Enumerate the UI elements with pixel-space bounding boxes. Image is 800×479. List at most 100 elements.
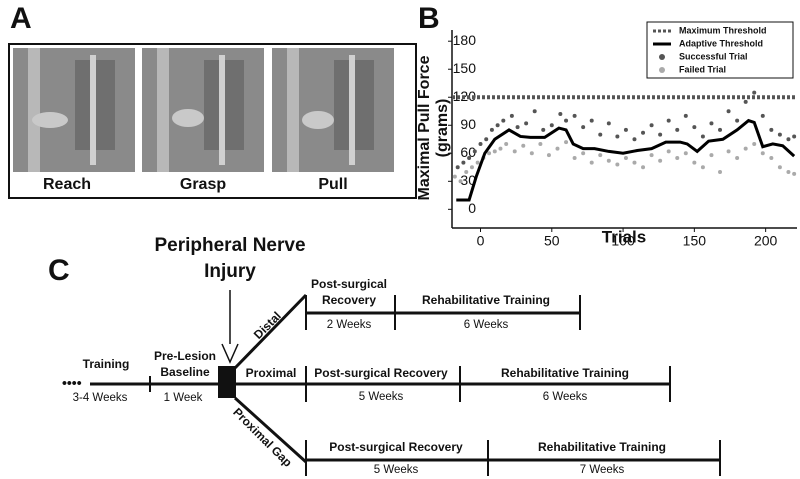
- trial-point: [700, 134, 705, 139]
- trial-point: [581, 125, 586, 130]
- x-tick-label: 100: [611, 233, 635, 249]
- phase-duration: 6 Weeks: [543, 391, 588, 403]
- legend-box: [646, 21, 794, 79]
- injury-label: Injury: [204, 261, 256, 282]
- trial-point: [683, 151, 688, 156]
- trial-point: [572, 155, 577, 160]
- trial-point: [464, 169, 469, 174]
- trial-point: [623, 127, 628, 132]
- x-axis-label: Trials: [602, 227, 646, 246]
- trial-point: [760, 151, 765, 156]
- panel-label: B: [418, 2, 440, 35]
- trial-point: [718, 169, 723, 174]
- trial-point: [777, 132, 782, 137]
- trial-point: [769, 127, 774, 132]
- trial-point: [461, 160, 466, 165]
- svg-text:••••: ••••: [62, 375, 82, 391]
- trial-point: [675, 155, 680, 160]
- trial-point: [658, 132, 663, 137]
- frame-label: Pull: [318, 176, 347, 193]
- trial-point: [509, 113, 514, 118]
- trial-point: [487, 151, 492, 156]
- trial-point: [581, 151, 586, 156]
- photo: [13, 48, 135, 172]
- trial-point: [792, 134, 797, 139]
- trial-point: [752, 141, 757, 146]
- panel-label: A: [10, 2, 32, 35]
- trial-point: [489, 127, 494, 132]
- phase-duration: 5 Weeks: [374, 464, 419, 476]
- phase-name: Training: [83, 357, 130, 371]
- phase-name: Rehabilitative Training: [501, 366, 629, 380]
- y-tick-label: 30: [460, 172, 476, 188]
- trial-point: [512, 149, 517, 154]
- trial-point: [458, 179, 463, 184]
- y-axis-label: (grams): [434, 99, 451, 158]
- phase-name: Pre-Lesion: [154, 349, 216, 363]
- trial-point: [469, 165, 474, 170]
- trial-point: [606, 121, 611, 126]
- trial-point: [467, 155, 472, 160]
- trial-point: [700, 165, 705, 170]
- trial-point: [606, 158, 611, 163]
- photo: [272, 48, 394, 172]
- trial-point: [555, 146, 560, 151]
- trial-point: [541, 127, 546, 132]
- y-tick-label: 180: [453, 32, 477, 48]
- trial-point: [675, 127, 680, 132]
- frame-label: Reach: [43, 176, 91, 193]
- branch-name: Proximal Gap: [230, 405, 295, 470]
- trial-point: [546, 153, 551, 158]
- trial-point: [692, 125, 697, 130]
- adaptive-line: [456, 118, 796, 202]
- trial-point: [521, 143, 526, 148]
- trial-point: [709, 121, 714, 126]
- phase-name: Post-surgical Recovery: [314, 366, 448, 380]
- trial-point: [735, 118, 740, 123]
- trial-point: [452, 174, 457, 179]
- trial-point: [786, 169, 791, 174]
- y-tick-label: 0: [468, 200, 476, 216]
- legend-label: Adaptive Threshold: [679, 38, 763, 48]
- legend-marker: [659, 67, 665, 73]
- trial-point: [658, 158, 663, 163]
- legend-label: Failed Trial: [679, 64, 726, 74]
- trial-point: [529, 151, 534, 156]
- y-tick-label: 90: [460, 116, 476, 132]
- trial-point: [786, 137, 791, 142]
- phase-duration: 7 Weeks: [580, 464, 625, 476]
- trial-point: [649, 153, 654, 158]
- trial-point: [549, 123, 554, 128]
- branch-name: Proximal: [246, 366, 297, 380]
- trial-point: [623, 155, 628, 160]
- timeline: C Peripheral Nerve Injury •••• Training …: [48, 235, 721, 476]
- trial-point: [615, 162, 620, 167]
- trial-point: [492, 149, 497, 154]
- trial-point: [726, 109, 731, 114]
- trial-point: [709, 153, 714, 158]
- phase-duration: 6 Weeks: [464, 319, 509, 331]
- trial-point: [632, 137, 637, 142]
- trial-point: [760, 113, 765, 118]
- legend-label: Successful Trial: [679, 51, 748, 61]
- trial-point: [484, 137, 489, 142]
- phase-duration: 3-4 Weeks: [73, 392, 128, 404]
- trial-point: [752, 90, 757, 95]
- trial-point: [538, 141, 543, 146]
- trial-point: [666, 149, 671, 154]
- trial-point: [649, 123, 654, 128]
- phase-name: Rehabilitative Training: [538, 440, 666, 454]
- trial-point: [472, 149, 477, 154]
- trial-point: [735, 155, 740, 160]
- trial-point: [777, 165, 782, 170]
- trial-point: [532, 109, 537, 114]
- trial-point: [475, 160, 480, 165]
- phase-duration: 5 Weeks: [359, 391, 404, 403]
- trial-point: [743, 146, 748, 151]
- x-tick-label: 0: [477, 233, 485, 249]
- trial-point: [718, 127, 723, 132]
- x-tick-label: 200: [754, 233, 778, 249]
- trial-point: [572, 113, 577, 118]
- trial-point: [564, 140, 569, 145]
- phase-name: Post-surgical: [311, 277, 387, 291]
